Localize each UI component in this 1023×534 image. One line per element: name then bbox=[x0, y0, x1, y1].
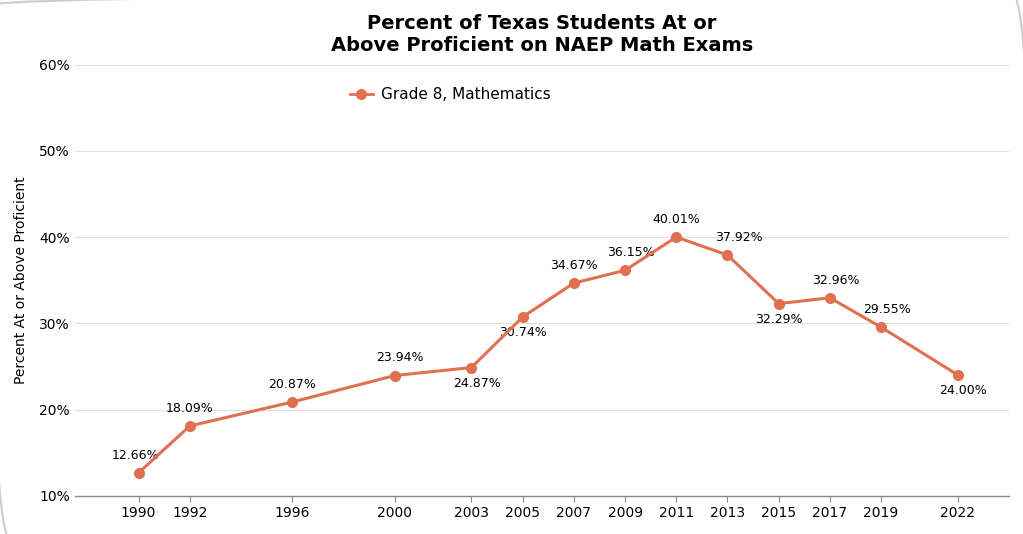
Text: 29.55%: 29.55% bbox=[862, 303, 910, 316]
Text: 20.87%: 20.87% bbox=[268, 378, 316, 391]
Y-axis label: Percent At or Above Proficient: Percent At or Above Proficient bbox=[14, 176, 28, 384]
Text: 32.29%: 32.29% bbox=[755, 313, 802, 326]
Text: 12.66%: 12.66% bbox=[113, 449, 160, 462]
Text: 40.01%: 40.01% bbox=[653, 213, 700, 226]
Text: 18.09%: 18.09% bbox=[166, 402, 214, 415]
Text: 37.92%: 37.92% bbox=[715, 231, 762, 244]
Title: Percent of Texas Students At or
Above Proficient on NAEP Math Exams: Percent of Texas Students At or Above Pr… bbox=[330, 14, 753, 55]
Legend: Grade 8, Mathematics: Grade 8, Mathematics bbox=[344, 81, 557, 108]
Text: 24.00%: 24.00% bbox=[939, 384, 987, 397]
Text: 24.87%: 24.87% bbox=[453, 377, 501, 390]
Text: 34.67%: 34.67% bbox=[550, 259, 597, 272]
Text: 23.94%: 23.94% bbox=[376, 351, 424, 364]
Text: 32.96%: 32.96% bbox=[811, 274, 859, 287]
Text: 30.74%: 30.74% bbox=[499, 326, 546, 339]
Text: 36.15%: 36.15% bbox=[607, 246, 655, 259]
